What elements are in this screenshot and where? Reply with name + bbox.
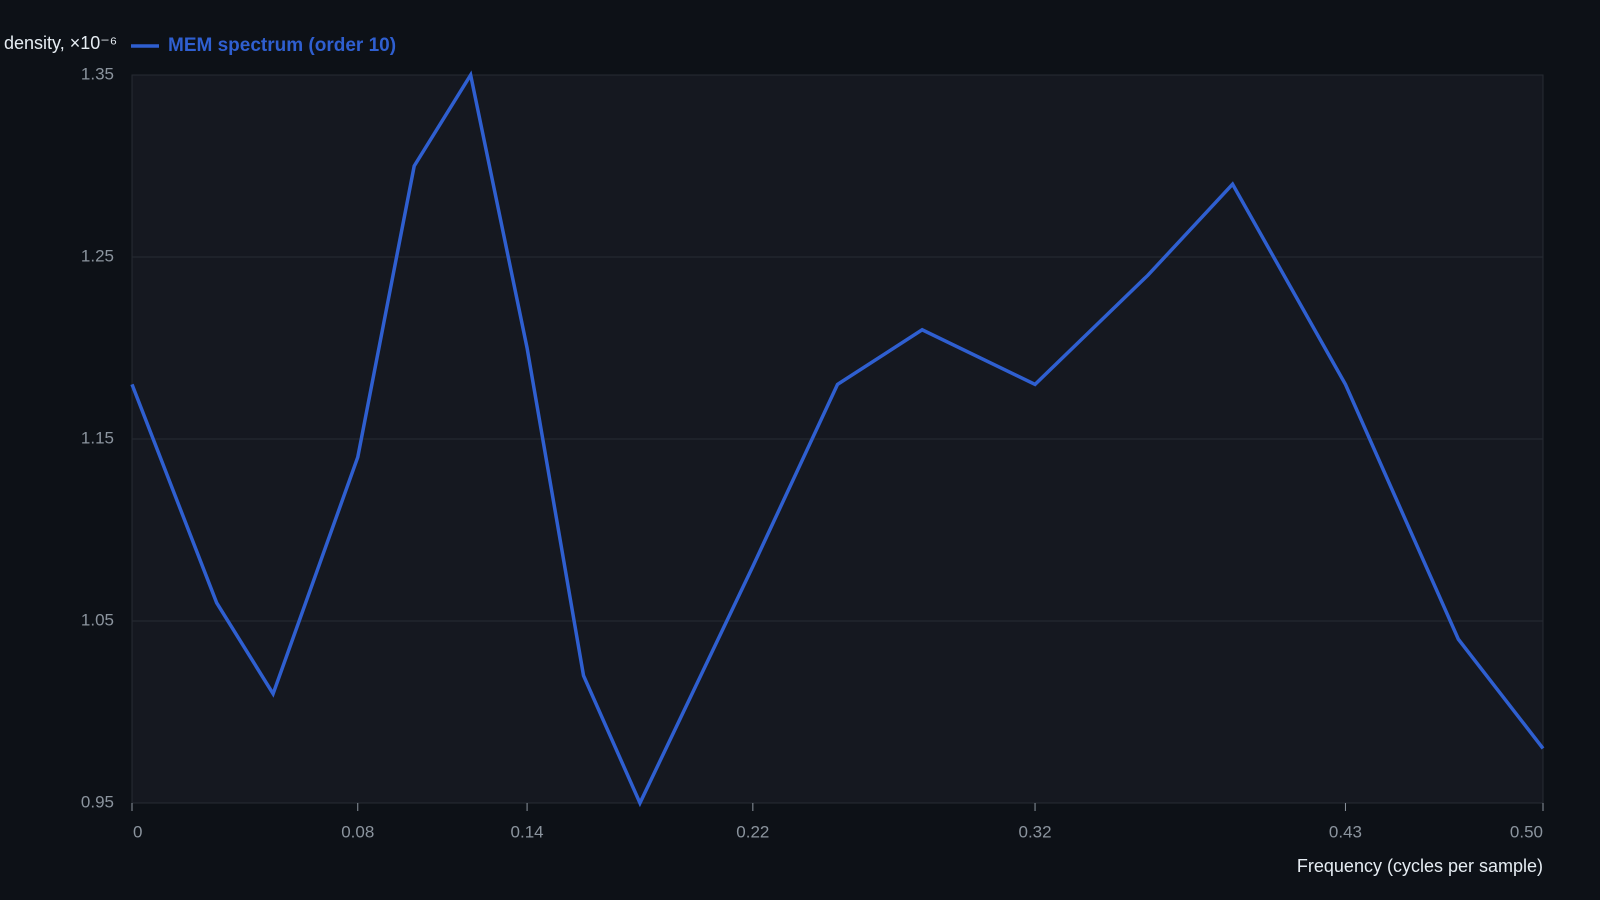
y-tick-label: 1.05 bbox=[81, 610, 114, 629]
x-tick-label: 0.43 bbox=[1329, 822, 1362, 841]
x-tick-label: 0.22 bbox=[736, 822, 769, 841]
y-tick-label: 1.25 bbox=[81, 246, 114, 265]
y-tick-label: 1.15 bbox=[81, 428, 114, 447]
x-tick-label: 0 bbox=[133, 822, 142, 841]
legend-label: MEM spectrum (order 10) bbox=[168, 35, 396, 56]
series-line bbox=[130, 70, 1545, 808]
x-axis-label: Frequency (cycles per sample) bbox=[1297, 856, 1543, 876]
y-axis-label: density, ×10⁻⁶ bbox=[4, 33, 117, 53]
x-tick-label: 0.08 bbox=[341, 822, 374, 841]
y-tick-label: 1.35 bbox=[81, 64, 114, 83]
y-tick-label: 0.95 bbox=[81, 792, 114, 811]
x-tick-label: 0.14 bbox=[511, 822, 544, 841]
x-tick-label: 0.32 bbox=[1018, 822, 1051, 841]
x-tick-label: 0.50 bbox=[1510, 822, 1543, 841]
